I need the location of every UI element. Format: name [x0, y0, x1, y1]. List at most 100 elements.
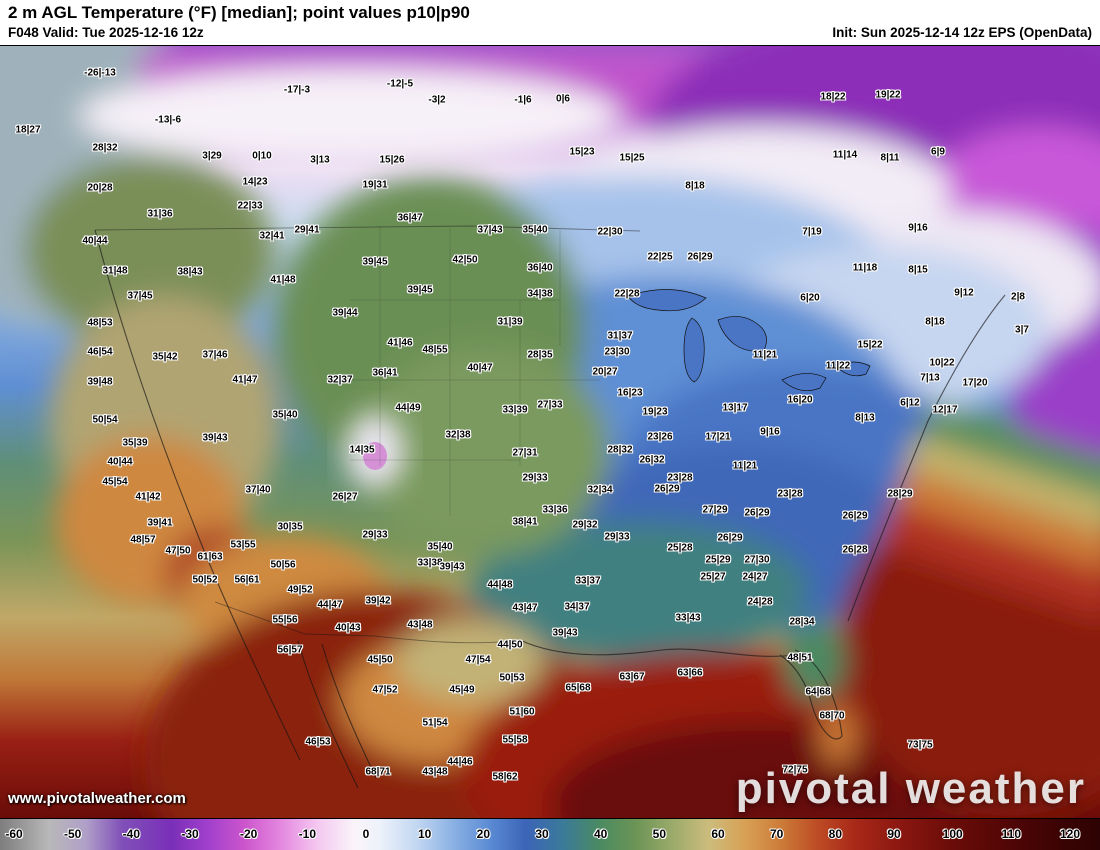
point-value: 43|48: [422, 766, 448, 778]
point-value: 22|25: [647, 251, 673, 263]
point-value: 29|32: [572, 519, 598, 531]
colorbar-tick-label: 40: [593, 827, 608, 841]
point-value: 31|37: [607, 330, 633, 342]
point-value: 15|22: [857, 339, 883, 351]
point-value: 26|29: [654, 483, 680, 495]
point-value: -12|-5: [386, 78, 414, 90]
point-value: 47|54: [465, 654, 491, 666]
point-value: 50|54: [92, 414, 118, 426]
point-value: 33|39: [502, 404, 528, 416]
point-value: -13|-6: [154, 114, 182, 126]
point-value: 44|50: [497, 639, 523, 651]
temperature-shading-map: [0, 46, 1100, 818]
point-value: 43|47: [512, 602, 538, 614]
point-value: 33|43: [675, 612, 701, 624]
point-value: 14|35: [349, 444, 375, 456]
point-value: -26|-13: [84, 67, 116, 79]
colorbar-tick-label: 110: [1001, 827, 1022, 841]
point-value: 19|31: [362, 179, 388, 191]
point-value: 26|29: [717, 532, 743, 544]
point-value: 43|48: [407, 619, 433, 631]
point-value: 28|32: [92, 142, 118, 154]
point-value: 23|30: [604, 346, 630, 358]
point-value: 44|47: [317, 599, 343, 611]
point-value: 63|66: [677, 667, 703, 679]
point-value: 11|14: [832, 149, 858, 161]
point-value: 3|29: [202, 150, 222, 162]
point-value: 2|8: [1011, 291, 1025, 303]
colorbar-tick-label: -60: [5, 827, 23, 841]
point-value: 46|53: [305, 736, 331, 748]
great-lakes: [627, 289, 871, 391]
point-value: 39|43: [202, 432, 228, 444]
point-value: 68|70: [819, 710, 845, 722]
point-value: 8|11: [880, 152, 900, 164]
point-value: 45|50: [367, 654, 393, 666]
point-value: 68|71: [365, 766, 391, 778]
point-value: 48|51: [787, 652, 813, 664]
point-value: 15|25: [619, 152, 645, 164]
colorbar-tick-label: 100: [942, 827, 963, 841]
point-value: 39|41: [147, 517, 173, 529]
point-value: 0|6: [556, 93, 570, 105]
point-value: 26|29: [687, 251, 713, 263]
point-value: 26|29: [842, 510, 868, 522]
point-values-layer: -26|-13 -17|-3 -12|-5 -3|2 -1|6 0|6 18|22 19|22…: [15, 67, 1028, 783]
point-value: 33|37: [575, 575, 601, 587]
point-value: 11|21: [752, 349, 778, 361]
point-value: 55|58: [502, 734, 528, 746]
point-value: 53|55: [230, 539, 256, 551]
point-value: 22|30: [597, 226, 623, 238]
point-value: 38|43: [177, 266, 203, 278]
point-value: 36|40: [527, 262, 553, 274]
point-value: 32|41: [259, 230, 285, 242]
point-value: 39|43: [552, 627, 578, 639]
point-value: 27|29: [702, 504, 728, 516]
colorbar-tick-label: 60: [711, 827, 725, 841]
point-value: 8|18: [925, 316, 945, 328]
title-bar: 2 m AGL Temperature (°F) [median]; point…: [0, 0, 1100, 46]
point-value: 26|29: [744, 507, 770, 519]
point-value: 20|28: [87, 182, 113, 194]
point-value: 29|41: [294, 224, 320, 236]
point-value: 36|41: [372, 367, 398, 379]
colorbar-ticks: -60 -50 -40 -30 -20 -10 0 10 20 30 40 50 60 70 80 90 100…: [0, 819, 1100, 850]
point-value: 23|28: [667, 472, 693, 484]
point-value: 29|33: [362, 529, 388, 541]
point-value: 50|52: [192, 574, 218, 586]
point-value: -3|2: [428, 94, 446, 106]
point-value: 11|22: [825, 360, 851, 372]
point-value: 13|17: [722, 402, 748, 414]
point-value: 37|43: [477, 224, 503, 236]
point-value: 28|29: [887, 488, 913, 500]
point-value: -1|6: [514, 94, 532, 106]
point-value: 10|22: [929, 357, 955, 369]
point-value: 48|53: [87, 317, 113, 329]
point-value: 19|23: [642, 406, 668, 418]
colorbar-tick-label: -50: [63, 827, 82, 841]
cold-pocket: [345, 413, 405, 489]
colorbar-tick-label: 30: [535, 827, 549, 841]
point-value: 32|37: [327, 374, 353, 386]
point-value: 61|63: [197, 551, 223, 563]
point-value: 35|42: [152, 351, 178, 363]
colorbar-tick-label: 50: [652, 827, 667, 841]
point-value: 18|27: [15, 124, 41, 136]
point-value: 25|28: [667, 542, 693, 554]
brand-watermark: pivotal weather: [735, 764, 1086, 813]
point-value: 42|50: [452, 254, 478, 266]
state-borders: [350, 226, 600, 516]
point-value: -17|-3: [283, 84, 311, 96]
point-value: 39|45: [362, 256, 388, 268]
point-value: 8|13: [855, 412, 875, 424]
point-value: 8|18: [685, 180, 705, 192]
coastlines: [94, 229, 1006, 789]
colorbar-tick-label: -30: [181, 827, 199, 841]
point-value: 32|34: [587, 484, 613, 496]
point-value: 39|48: [87, 376, 113, 388]
point-value: 22|33: [237, 200, 263, 212]
point-value: 17|21: [705, 431, 731, 443]
point-value: 35|39: [122, 437, 148, 449]
point-value: 49|52: [287, 584, 313, 596]
